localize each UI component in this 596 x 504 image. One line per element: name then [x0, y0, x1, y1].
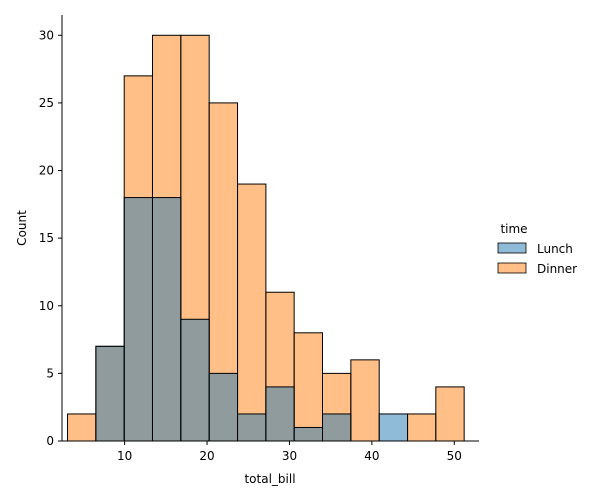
legend: time Lunch Dinner — [497, 222, 577, 276]
bar-dinner — [293, 332, 324, 442]
x-tick-label: 20 — [199, 449, 214, 463]
bar-lunch — [265, 386, 295, 442]
y-tick-label: 25 — [39, 96, 54, 110]
bar-dinner — [407, 413, 437, 442]
bar-lunch — [322, 413, 352, 442]
bar-lunch — [237, 413, 267, 442]
legend-title: time — [500, 222, 527, 236]
x-tick-label: 50 — [447, 449, 462, 463]
y-tick-label: 10 — [39, 299, 54, 313]
bar-lunch — [123, 197, 153, 442]
legend-label-dinner: Dinner — [537, 262, 577, 276]
x-tick-label: 40 — [364, 449, 379, 463]
legend-swatch-lunch — [497, 242, 527, 254]
bar-dinner — [237, 183, 267, 442]
y-tick-label: 15 — [39, 231, 54, 245]
bar-dinner — [350, 359, 380, 442]
bar-dinner — [435, 386, 465, 442]
legend-swatch-dinner — [497, 262, 527, 274]
y-tick-label: 5 — [46, 366, 54, 380]
bar-lunch — [180, 318, 210, 442]
axes: 10 20 30 40 50 0 5 10 15 20 25 30 — [39, 15, 479, 463]
y-tick-label: 30 — [39, 28, 54, 42]
bar-dinner — [67, 413, 97, 442]
bar-lunch — [95, 345, 125, 442]
y-tick-label: 0 — [46, 434, 54, 448]
y-axis-label: Count — [15, 210, 29, 246]
legend-label-lunch: Lunch — [537, 242, 573, 256]
x-axis-label: total_bill — [244, 472, 295, 486]
y-tick-label: 20 — [39, 164, 54, 178]
bar-lunch — [293, 426, 324, 442]
bar-lunch — [151, 197, 182, 442]
x-tick-label: 30 — [282, 449, 297, 463]
histogram-bars — [67, 34, 465, 442]
bar-lunch — [208, 372, 239, 442]
bar-lunch — [378, 413, 409, 442]
x-tick-label: 10 — [117, 449, 132, 463]
